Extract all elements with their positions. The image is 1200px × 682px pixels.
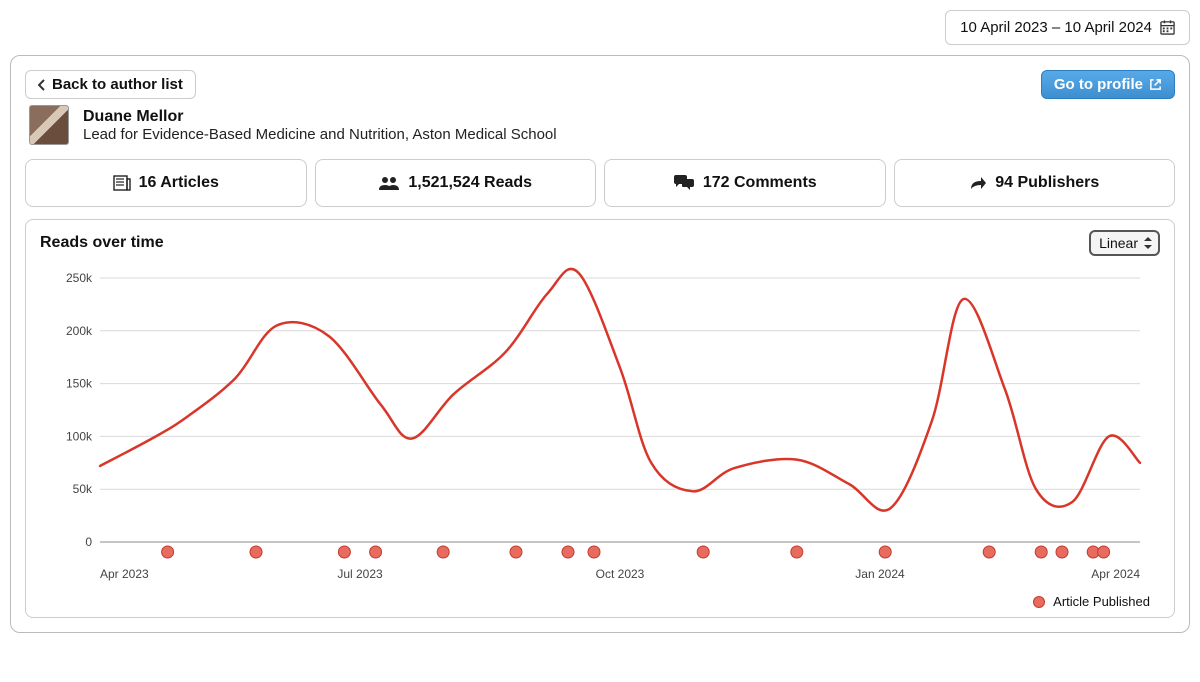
stat-publishers[interactable]: 94 Publishers [894,159,1176,207]
scale-select[interactable]: Linear [1089,230,1160,256]
chart-title: Reads over time [40,234,164,252]
reads-chart-card: Reads over time Linear 0 50k 100k 150k 200k 2… [25,219,1175,618]
stat-comments-text: 172 Comments [703,174,817,192]
svg-text:100k: 100k [66,429,93,443]
stat-comments[interactable]: 172 Comments [604,159,886,207]
svg-text:Jan 2024: Jan 2024 [855,567,905,581]
stat-publishers-text: 94 Publishers [995,174,1099,192]
back-button-label: Back to author list [52,76,183,93]
scale-select-value: Linear [1099,235,1138,251]
chevron-left-icon [38,79,46,91]
svg-text:Apr 2024: Apr 2024 [1091,567,1140,581]
newspaper-icon [113,175,131,191]
svg-text:50k: 50k [73,482,93,496]
svg-text:Oct 2023: Oct 2023 [596,567,645,581]
svg-text:0: 0 [85,535,92,549]
author-name: Duane Mellor [83,108,557,126]
svg-text:200k: 200k [66,324,93,338]
svg-text:Apr 2023: Apr 2023 [100,567,149,581]
author-title: Lead for Evidence-Based Medicine and Nut… [83,126,557,143]
calendar-icon [1160,20,1175,35]
date-range-picker[interactable]: 10 April 2023 – 10 April 2024 [945,10,1190,45]
svg-text:250k: 250k [66,271,93,285]
stat-reads-text: 1,521,524 Reads [408,174,532,192]
chart-legend: Article Published [40,590,1160,611]
reads-line-chart: 0 50k 100k 150k 200k 250k Apr 2023 Jul 2023 Oct … [40,260,1158,590]
profile-button-label: Go to profile [1054,76,1143,93]
author-panel: Back to author list Go to profile Duane … [10,55,1190,633]
legend-label: Article Published [1053,594,1150,609]
back-to-author-list-button[interactable]: Back to author list [25,70,196,99]
go-to-profile-button[interactable]: Go to profile [1041,70,1175,99]
stat-reads[interactable]: 1,521,524 Reads [315,159,597,207]
legend-marker-icon [1033,596,1045,608]
svg-text:Jul 2023: Jul 2023 [337,567,383,581]
external-link-icon [1149,78,1162,91]
share-icon [969,175,987,191]
svg-text:150k: 150k [66,377,93,391]
date-range-label: 10 April 2023 – 10 April 2024 [960,19,1152,36]
avatar [29,105,69,145]
people-icon [378,175,400,191]
comments-icon [673,175,695,191]
stat-articles-text: 16 Articles [139,174,219,192]
stat-articles[interactable]: 16 Articles [25,159,307,207]
